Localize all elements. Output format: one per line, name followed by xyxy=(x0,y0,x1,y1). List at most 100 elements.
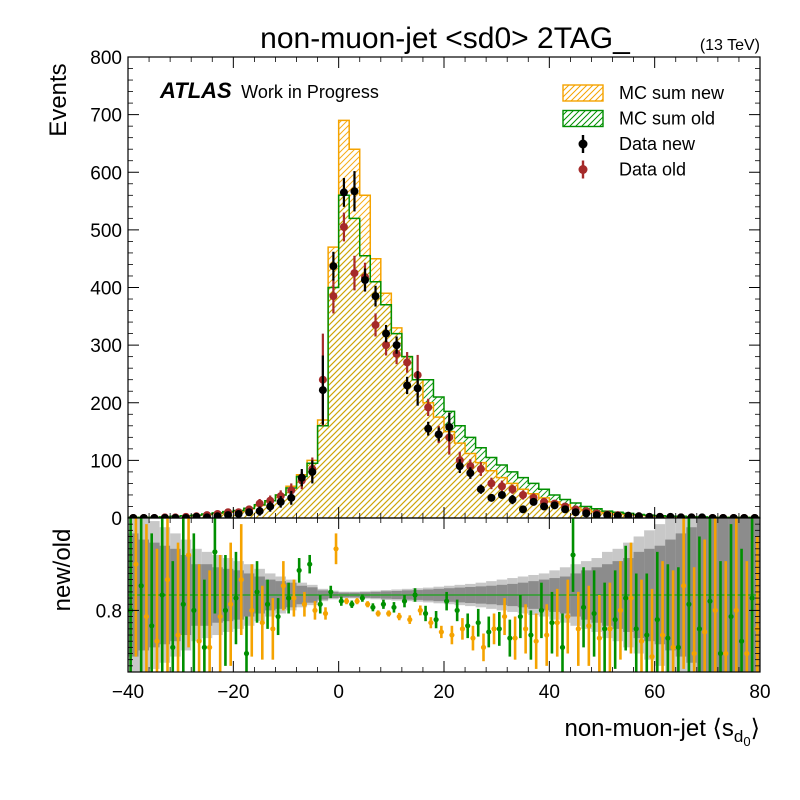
data-new-point xyxy=(361,276,369,285)
data-old-point xyxy=(339,222,348,231)
ratio-point xyxy=(207,644,213,650)
ratio-point xyxy=(175,632,181,638)
legend-swatch-hatch xyxy=(562,84,604,102)
data-points xyxy=(129,171,759,518)
ratio-point xyxy=(465,623,471,629)
ratio-point xyxy=(270,626,276,632)
data-new-point xyxy=(287,493,296,502)
data-new-point xyxy=(634,512,643,518)
data-new-point xyxy=(382,329,391,338)
data-new-point xyxy=(234,509,243,518)
ratio-point xyxy=(712,607,718,614)
data-old-point xyxy=(287,486,296,495)
ratio-point xyxy=(612,617,618,623)
ratio-point xyxy=(723,650,729,657)
ratio-point xyxy=(533,638,539,644)
data-new-point xyxy=(677,513,685,518)
data-new-point xyxy=(203,513,211,518)
legend: MC sum new MC sum old Data new Data old xyxy=(562,83,725,180)
ratio-point xyxy=(143,613,150,620)
ratio-point xyxy=(212,549,218,555)
ratio-point xyxy=(286,595,292,601)
ratio-point xyxy=(301,601,308,607)
ratio-point xyxy=(454,607,460,614)
data-new-point xyxy=(550,501,559,510)
data-new-point xyxy=(371,292,380,301)
data-old-point xyxy=(487,479,496,488)
legend-swatch-point xyxy=(578,139,588,149)
ratio-point xyxy=(617,607,624,614)
ratio-point xyxy=(607,626,613,632)
data-new-point xyxy=(655,512,664,518)
x-tick-label: −20 xyxy=(217,682,249,703)
ratio-point xyxy=(696,626,703,632)
ratio-point xyxy=(154,638,160,644)
data-new-point xyxy=(160,514,169,518)
data-old-point xyxy=(350,269,359,278)
y-tick-label: 800 xyxy=(90,48,122,69)
data-new-point xyxy=(592,511,601,518)
data-new-point xyxy=(150,514,159,518)
data-new-point xyxy=(139,514,148,518)
data-new-point xyxy=(413,384,422,393)
ratio-point xyxy=(744,650,750,657)
ratio-point xyxy=(149,623,155,629)
x-tick-label: 20 xyxy=(433,682,454,703)
ratio-point xyxy=(507,635,513,641)
ratio-y-axis-title: new/old xyxy=(49,529,76,612)
ratio-point xyxy=(370,604,376,610)
ratio-point xyxy=(359,595,365,601)
ratio-point xyxy=(391,604,397,610)
ratio-point xyxy=(633,626,639,632)
x-axis-title: non-muon-jet ⟨sd0⟩ xyxy=(564,715,760,749)
ratio-point xyxy=(602,626,608,632)
data-new-point xyxy=(698,513,707,518)
ratio-point xyxy=(628,595,634,601)
ratio-point xyxy=(670,644,676,650)
data-old-point xyxy=(266,496,275,505)
data-old-point xyxy=(519,490,527,499)
ratio-point xyxy=(654,617,660,623)
ratio-point xyxy=(317,601,323,607)
data-new-point xyxy=(224,511,233,518)
data-new-point xyxy=(434,430,443,439)
x-tick-label: 60 xyxy=(644,682,665,703)
ratio-point xyxy=(354,598,360,604)
ratio-point xyxy=(659,632,666,638)
ratio-point xyxy=(407,617,413,623)
ratio-point xyxy=(365,601,371,607)
ratio-point xyxy=(180,601,186,607)
data-old-point xyxy=(476,465,485,474)
ratio-point xyxy=(449,632,455,638)
y-axis-title: Events xyxy=(45,63,72,136)
data-new-point xyxy=(497,490,506,499)
ratio-uncertainty-bands xyxy=(128,518,760,672)
data-new-point xyxy=(487,493,496,502)
ratio-point xyxy=(133,561,139,567)
ratio-point xyxy=(459,626,466,632)
ratio-point xyxy=(575,626,581,632)
data-new-point xyxy=(192,512,201,518)
ratio-point xyxy=(749,595,755,601)
ratio-point xyxy=(580,604,587,610)
legend-swatch-point xyxy=(578,165,588,174)
data-new-point xyxy=(297,473,306,482)
legend-label: MC sum new xyxy=(619,83,725,103)
data-old-point xyxy=(466,462,475,471)
x-tick-label: 0 xyxy=(333,682,344,703)
legend-label: Data old xyxy=(619,160,686,180)
ratio-point xyxy=(681,583,687,589)
data-new-point xyxy=(245,508,254,517)
ratio-point xyxy=(480,644,487,650)
ratio-point xyxy=(222,607,229,614)
ratio-axes: 0.8 −40 −20 0 20 40 60 80 xyxy=(96,517,771,703)
data-new-point xyxy=(645,512,654,518)
x-axis-title-main: non-muon-jet ⟨s xyxy=(564,715,733,742)
atlas-label: ATLAS Work in Progress xyxy=(159,78,379,103)
ratio-point xyxy=(691,650,697,657)
ratio-point xyxy=(428,620,434,626)
x-axis-title-close: ⟩ xyxy=(751,715,760,742)
ratio-point xyxy=(702,629,708,635)
ratio-point xyxy=(185,552,192,558)
data-new-point xyxy=(476,485,485,494)
